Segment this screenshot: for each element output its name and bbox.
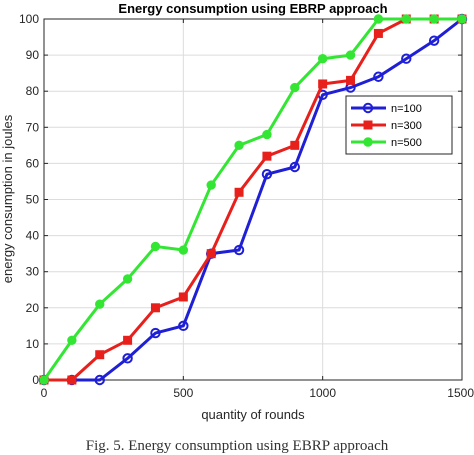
- y-tick-label: 60: [26, 156, 40, 170]
- data-point: [122, 353, 133, 364]
- legend-label: n=500: [391, 137, 422, 149]
- data-point: [234, 140, 244, 151]
- x-tick-label: 500: [173, 386, 193, 400]
- data-point: [206, 249, 216, 259]
- data-point: [318, 79, 328, 89]
- data-point: [95, 350, 105, 360]
- data-point: [150, 241, 161, 252]
- y-tick-label: 80: [26, 84, 40, 98]
- x-tick-label: 1500: [447, 386, 474, 400]
- data-point: [373, 71, 384, 82]
- legend: n=100 n=300 n=500: [345, 95, 453, 155]
- series-line: [44, 17, 463, 382]
- data-point: [234, 187, 244, 197]
- data-point: [67, 335, 77, 345]
- data-point: [178, 245, 189, 255]
- y-tick-label: 90: [26, 48, 40, 62]
- data-point: [178, 292, 188, 302]
- series-line: [44, 17, 462, 382]
- data-point: [373, 14, 384, 24]
- data-point: [39, 375, 49, 385]
- data-point: [67, 375, 77, 385]
- data-point: [261, 169, 273, 180]
- data-point: [401, 53, 412, 64]
- x-tick-label: 1000: [309, 386, 336, 400]
- y-tick-label: 100: [19, 12, 39, 26]
- data-point: [178, 320, 189, 332]
- data-point: [457, 14, 467, 24]
- legend-marker: [362, 102, 374, 114]
- data-point: [262, 151, 272, 161]
- legend-marker: [363, 137, 373, 147]
- data-point: [122, 274, 133, 284]
- data-point: [345, 50, 356, 60]
- data-point: [290, 140, 300, 150]
- data-point: [289, 161, 300, 173]
- y-tick-label: 70: [26, 120, 40, 134]
- data-point: [429, 14, 439, 24]
- data-point: [150, 327, 161, 339]
- y-axis-label: energy consumption in joules: [0, 114, 15, 283]
- data-point: [95, 299, 105, 309]
- figure-caption: Fig. 5. Energy consumption using EBRP ap…: [85, 438, 389, 454]
- y-tick-label: 40: [26, 229, 40, 243]
- data-point: [346, 75, 356, 85]
- data-point: [123, 335, 133, 345]
- data-point: [262, 129, 272, 140]
- data-point: [428, 35, 440, 46]
- data-point: [94, 374, 105, 386]
- series-line: [42, 17, 462, 381]
- y-tick-label: 50: [26, 193, 40, 207]
- y-tick-label: 20: [26, 301, 40, 315]
- series-layer: [38, 13, 468, 386]
- data-point: [317, 54, 328, 64]
- data-point: [290, 82, 300, 93]
- x-tick-label: 0: [41, 386, 48, 400]
- x-axis-label: quantity of rounds: [201, 407, 305, 422]
- data-point: [373, 28, 383, 38]
- chart-title: Energy consumption using EBRP approach: [118, 1, 387, 16]
- legend-marker: [363, 120, 373, 130]
- data-point: [401, 14, 411, 24]
- data-point: [150, 303, 160, 313]
- data-point: [233, 244, 245, 256]
- legend-label: n=300: [391, 120, 422, 132]
- legend-label: n=100: [391, 103, 422, 115]
- series-n=500: [39, 14, 467, 385]
- y-tick-label: 0: [32, 373, 39, 387]
- data-point: [206, 180, 216, 190]
- y-tick-label: 10: [26, 337, 40, 351]
- y-tick-label: 30: [26, 265, 40, 279]
